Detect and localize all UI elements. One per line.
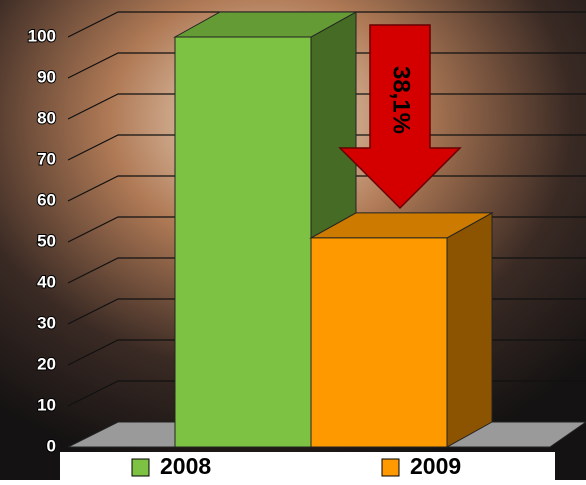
bar: [310, 237, 448, 448]
annotation: 38,1%: [388, 66, 415, 134]
legend-label: 2008: [160, 453, 211, 479]
y-tick-label: 40: [37, 272, 56, 291]
y-tick-label: 30: [37, 313, 56, 332]
arrow-shape: [338, 24, 462, 210]
bar-side: [446, 212, 493, 448]
bars: [173, 11, 494, 448]
y-tick-label: 100: [28, 26, 56, 45]
y-tick-label: 90: [37, 67, 56, 86]
grid-line: [67, 11, 586, 38]
y-tick-label: 80: [37, 108, 56, 127]
y-tick-label: 50: [37, 231, 56, 250]
y-tick-label: 0: [47, 436, 56, 455]
legend-label: 2009: [410, 453, 461, 479]
y-tick-label: 10: [37, 395, 56, 414]
legend-swatch: [131, 458, 150, 477]
arrow: 38,1%: [338, 24, 462, 210]
y-tick-label: 20: [37, 354, 56, 373]
legend: 2008 2009: [131, 453, 461, 479]
legend-swatch: [381, 458, 400, 477]
bar: [174, 36, 312, 448]
y-tick-label: 70: [37, 149, 56, 168]
y-tick-label: 60: [37, 190, 56, 209]
